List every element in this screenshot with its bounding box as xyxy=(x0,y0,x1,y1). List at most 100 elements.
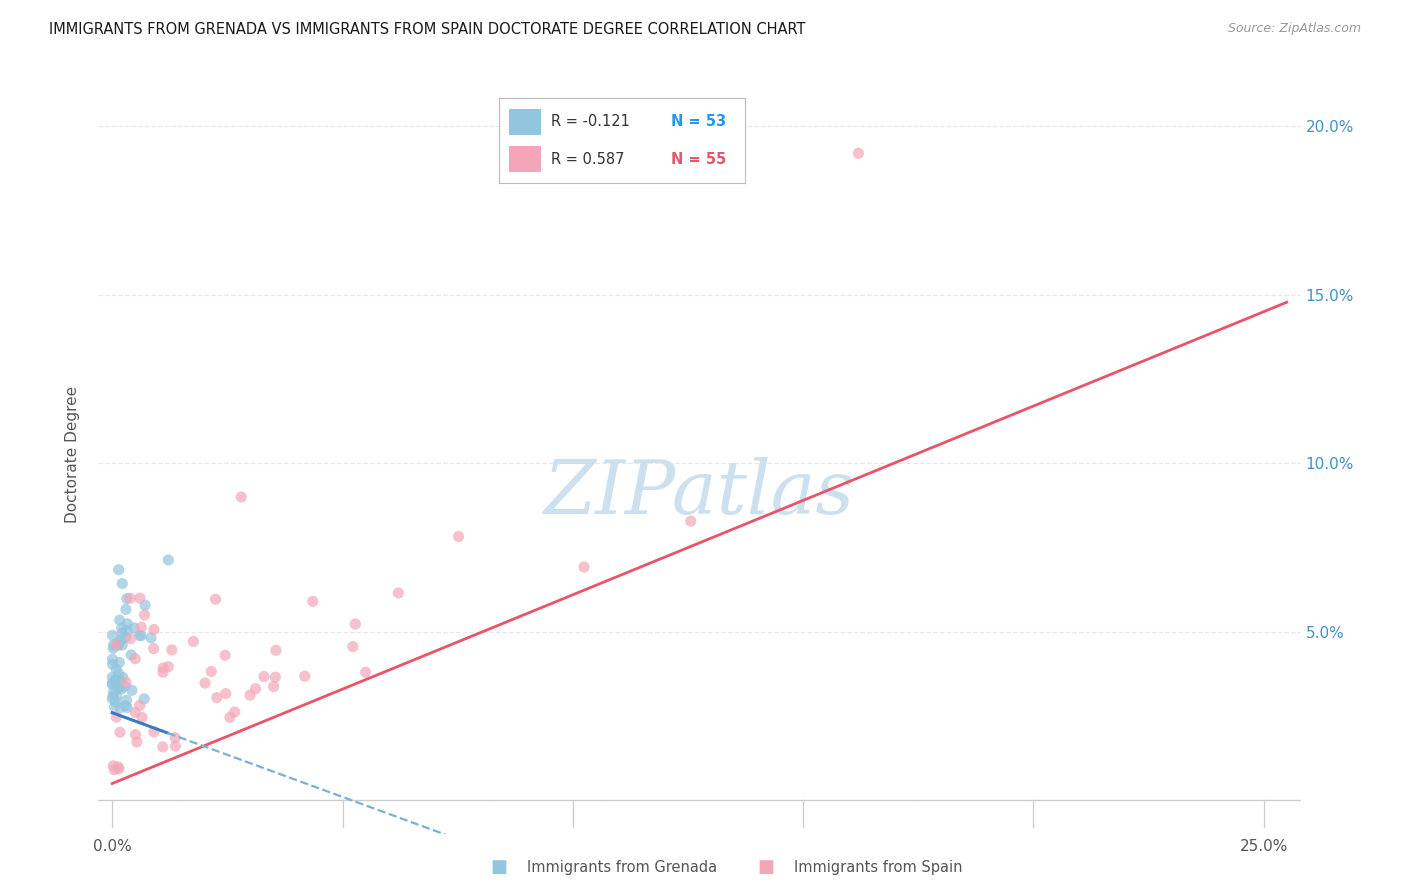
Point xyxy=(114,698,136,713)
Point xyxy=(115,675,138,690)
Point xyxy=(139,631,162,645)
Point xyxy=(115,624,138,638)
Point xyxy=(183,634,205,648)
Point xyxy=(344,617,367,632)
Point xyxy=(387,586,409,600)
Text: Source: ZipAtlas.com: Source: ZipAtlas.com xyxy=(1227,22,1361,36)
Text: R = 0.587: R = 0.587 xyxy=(551,152,624,167)
Point xyxy=(152,665,174,680)
Point xyxy=(125,735,148,749)
Point xyxy=(152,661,174,675)
Point xyxy=(111,671,134,685)
Point xyxy=(152,739,174,754)
Point xyxy=(111,638,134,652)
Point xyxy=(204,592,226,607)
Point xyxy=(215,687,238,701)
Point xyxy=(142,641,165,656)
Point xyxy=(124,652,146,666)
Point xyxy=(264,643,287,657)
Point xyxy=(108,701,131,715)
Point xyxy=(124,706,146,720)
Point xyxy=(342,640,364,654)
Point xyxy=(134,598,156,612)
Text: Immigrants from Grenada: Immigrants from Grenada xyxy=(527,860,717,874)
Point xyxy=(120,632,142,646)
Point xyxy=(108,674,131,689)
Point xyxy=(103,759,125,773)
Point xyxy=(214,648,236,663)
Point xyxy=(101,628,124,642)
Point xyxy=(107,563,129,577)
Point xyxy=(131,620,153,634)
Point xyxy=(115,700,138,714)
Point xyxy=(115,602,138,616)
Point xyxy=(105,638,128,652)
Point xyxy=(103,689,125,703)
Point xyxy=(165,739,187,754)
Point xyxy=(224,705,246,719)
Point xyxy=(108,656,131,670)
Text: IMMIGRANTS FROM GRENADA VS IMMIGRANTS FROM SPAIN DOCTORATE DEGREE CORRELATION CH: IMMIGRANTS FROM GRENADA VS IMMIGRANTS FR… xyxy=(49,22,806,37)
Point xyxy=(245,681,267,696)
Point xyxy=(572,560,595,574)
Point xyxy=(200,665,222,679)
Point xyxy=(110,682,132,697)
Text: ■: ■ xyxy=(758,858,775,876)
Point xyxy=(114,630,136,644)
Point xyxy=(115,591,138,606)
Point xyxy=(103,763,125,777)
Point xyxy=(128,628,150,642)
Point xyxy=(108,666,131,681)
Point xyxy=(111,621,134,635)
Text: Immigrants from Spain: Immigrants from Spain xyxy=(794,860,963,874)
Point xyxy=(105,673,128,687)
Point xyxy=(239,688,262,702)
Point xyxy=(104,673,127,687)
Point xyxy=(231,490,253,504)
Point xyxy=(122,621,145,635)
Point xyxy=(301,594,323,608)
Point xyxy=(101,657,124,672)
Point xyxy=(104,699,127,714)
Point xyxy=(143,623,166,637)
Point xyxy=(117,616,139,631)
Point xyxy=(101,691,124,706)
Point xyxy=(101,652,124,666)
Point xyxy=(294,669,316,683)
Point xyxy=(134,607,156,622)
Point xyxy=(105,662,128,676)
Point xyxy=(143,725,166,739)
Point xyxy=(134,691,156,706)
Bar xyxy=(509,109,541,135)
Point xyxy=(107,636,129,650)
Point xyxy=(848,146,870,161)
Point xyxy=(115,693,138,707)
Point xyxy=(120,648,142,662)
Point xyxy=(111,576,134,591)
Point xyxy=(124,728,146,742)
Point xyxy=(107,762,129,776)
Text: ■: ■ xyxy=(491,858,508,876)
Point xyxy=(128,591,150,606)
Point xyxy=(103,641,125,656)
Point xyxy=(101,670,124,684)
Text: N = 55: N = 55 xyxy=(672,152,727,167)
Point xyxy=(160,643,183,657)
Point xyxy=(157,553,180,567)
Point xyxy=(131,710,153,724)
Point xyxy=(111,626,134,640)
Point xyxy=(104,695,127,709)
Point xyxy=(107,638,129,652)
Point xyxy=(101,677,124,691)
Point xyxy=(105,710,128,724)
Point xyxy=(679,514,702,528)
Point xyxy=(101,676,124,690)
Point xyxy=(263,680,285,694)
Point xyxy=(447,529,470,543)
Point xyxy=(219,710,242,724)
Point xyxy=(157,659,180,673)
Point xyxy=(108,725,131,739)
Point xyxy=(114,679,136,693)
Point xyxy=(108,680,131,694)
Point xyxy=(103,638,125,652)
